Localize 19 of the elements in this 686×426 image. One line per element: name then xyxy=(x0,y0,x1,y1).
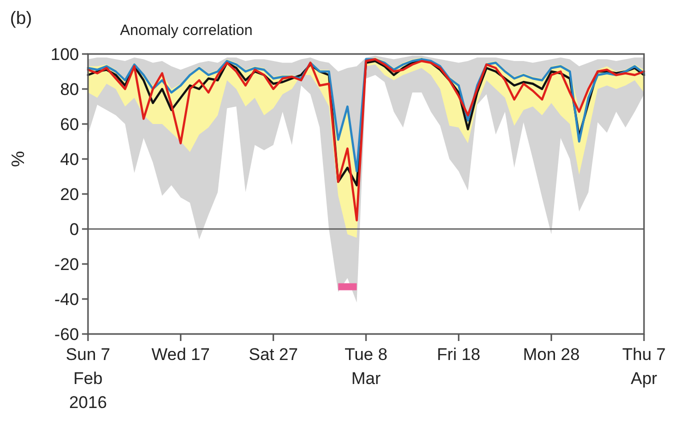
x-tick-label: Tue 8 Mar xyxy=(344,345,388,388)
y-tick-label: -60 xyxy=(54,324,79,344)
y-tick-label: 80 xyxy=(60,80,79,99)
y-tick-label: 40 xyxy=(60,150,79,169)
x-tick-label: Sat 27 xyxy=(248,345,298,364)
text: (b) xyxy=(10,8,32,28)
x-tick-label: Thu 7 Apr xyxy=(622,345,666,388)
y-tick-label: -40 xyxy=(54,290,79,309)
y-tick-label: 20 xyxy=(60,184,79,204)
chart-title: Anomaly correlation xyxy=(120,22,253,39)
y-tick-label: -20 xyxy=(54,254,79,274)
x-tick-label: Sun 7 Feb 2016 xyxy=(66,345,110,412)
x-tick-label: Wed 17 xyxy=(152,345,210,364)
x-tick-label: Fri 18 xyxy=(436,345,480,364)
y-axis-title: % xyxy=(8,150,28,168)
y-tick-label: 0 xyxy=(70,220,79,239)
x-tick-label: Mon 28 xyxy=(522,345,580,364)
y-tick-label: 60 xyxy=(60,114,79,134)
y-tick-label: 100 xyxy=(50,44,79,64)
